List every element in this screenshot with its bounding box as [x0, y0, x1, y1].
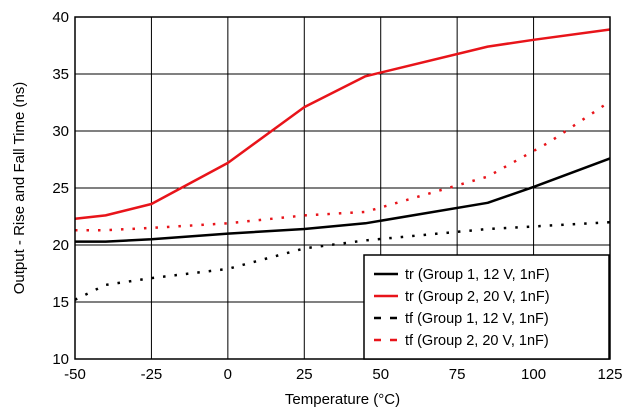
y-tick-label: 20: [52, 237, 69, 254]
plot-area-frame: [74, 16, 611, 360]
series-line-3: [74, 220, 611, 301]
y-tick-label: 30: [52, 123, 69, 140]
x-tick-label: 0: [224, 366, 232, 383]
series-line-1: [75, 157, 611, 243]
y-tick-label: 15: [52, 294, 69, 311]
x-tick-label: 50: [372, 366, 389, 383]
x-tick-label: 100: [521, 366, 546, 383]
legend-label-2: tr (Group 2, 20 V, 1nF): [405, 289, 550, 305]
legend-label-3: tf (Group 1, 12 V, 1nF): [405, 311, 549, 327]
legend-box: [363, 254, 610, 360]
legend-label-1: tr (Group 1, 12 V, 1nF): [405, 267, 550, 283]
y-tick-label: 10: [52, 351, 69, 368]
series-line-4: [75, 100, 611, 232]
y-tick-label: 40: [52, 9, 69, 26]
y-tick-label: 35: [52, 66, 69, 83]
series-line-2: [74, 28, 611, 221]
x-tick-label: -50: [64, 366, 86, 383]
x-tick-label: 75: [449, 366, 466, 383]
series-layer: [74, 28, 611, 301]
tick-labels: -50 -25 0 25 50 75 100 125 10 15 20 25 30 35 40: [52, 9, 622, 383]
x-axis-label: Temperature (°C): [285, 391, 400, 408]
legend-label-4: tf (Group 2, 20 V, 1nF): [405, 333, 549, 349]
y-tick-label: 25: [52, 180, 69, 197]
grid: [74, 16, 611, 360]
x-tick-label: 25: [296, 366, 313, 383]
legend: tr (Group 1, 12 V, 1nF) tr (Group 2, 20 V…: [363, 254, 610, 360]
x-tick-label: 125: [597, 366, 622, 383]
x-tick-label: -25: [141, 366, 163, 383]
y-axis-label: Output - Rise and Fall Time (ns): [11, 82, 28, 295]
